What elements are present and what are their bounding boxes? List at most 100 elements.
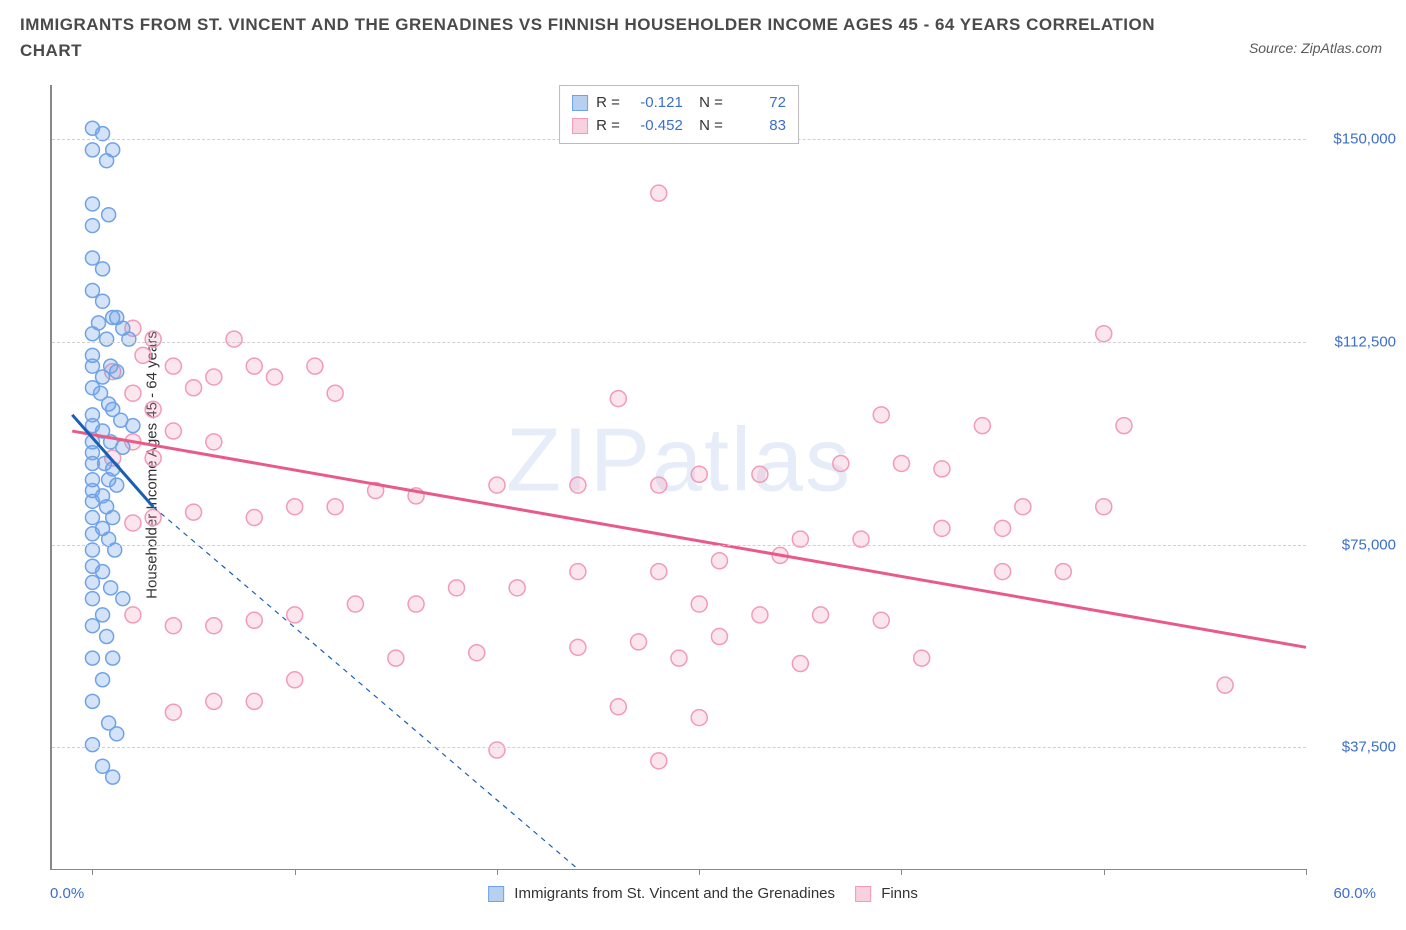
blue-point	[85, 494, 99, 508]
pink-point	[691, 466, 707, 482]
stats-r-blue: -0.121	[628, 92, 683, 115]
pink-point	[226, 331, 242, 347]
blue-point	[102, 208, 116, 222]
x-axis-min-label: 0.0%	[50, 885, 84, 902]
pink-point	[145, 510, 161, 526]
blue-point	[85, 219, 99, 233]
pink-point	[1096, 499, 1112, 515]
blue-point	[85, 511, 99, 525]
blue-point	[104, 581, 118, 595]
pink-point	[165, 358, 181, 374]
blue-point	[96, 608, 110, 622]
blue-point	[85, 575, 99, 589]
pink-point	[610, 391, 626, 407]
pink-point	[145, 331, 161, 347]
blue-point	[106, 511, 120, 525]
pink-point	[873, 407, 889, 423]
pink-point	[1055, 564, 1071, 580]
source-text: Source: ZipAtlas.com	[1249, 40, 1382, 56]
gridline-h	[52, 545, 1306, 546]
pink-point	[995, 520, 1011, 536]
blue-point	[96, 262, 110, 276]
y-tick-label: $150,000	[1333, 131, 1396, 148]
stats-r-label: R =	[596, 115, 620, 138]
pink-point	[1116, 418, 1132, 434]
pink-point	[307, 358, 323, 374]
pink-point	[711, 553, 727, 569]
blue-point	[116, 592, 130, 606]
legend-item-pink: Finns	[855, 885, 918, 902]
pink-point	[246, 612, 262, 628]
pink-point	[570, 477, 586, 493]
pink-point	[893, 455, 909, 471]
x-tick	[92, 869, 93, 875]
blue-point	[85, 327, 99, 341]
gridline-h	[52, 342, 1306, 343]
bottom-legend: Immigrants from St. Vincent and the Gren…	[488, 885, 918, 902]
pink-point	[934, 461, 950, 477]
pink-point	[206, 618, 222, 634]
x-tick	[1306, 869, 1307, 875]
stats-row-pink: R = -0.452 N = 83	[572, 115, 786, 138]
scatter-plot	[52, 85, 1306, 869]
pink-point	[651, 753, 667, 769]
pink-point	[509, 580, 525, 596]
pink-point	[671, 650, 687, 666]
pink-point	[792, 656, 808, 672]
pink-point	[165, 704, 181, 720]
pink-point	[691, 710, 707, 726]
pink-point	[327, 499, 343, 515]
pink-point	[206, 369, 222, 385]
y-tick-label: $75,000	[1342, 536, 1396, 553]
legend-label-pink: Finns	[881, 885, 918, 902]
blue-point	[126, 419, 140, 433]
blue-point	[100, 154, 114, 168]
pink-point	[833, 455, 849, 471]
pink-point	[711, 629, 727, 645]
stats-box: R = -0.121 N = 72 R = -0.452 N = 83	[559, 85, 799, 144]
pink-point	[145, 401, 161, 417]
stats-n-label: N =	[691, 115, 723, 138]
pink-point	[469, 645, 485, 661]
pink-point	[388, 650, 404, 666]
y-tick-label: $112,500	[1335, 333, 1396, 350]
stats-n-pink: 83	[731, 115, 786, 138]
blue-point	[85, 283, 99, 297]
x-tick	[497, 869, 498, 875]
blue-point	[85, 738, 99, 752]
blue-point	[96, 565, 110, 579]
pink-point	[287, 607, 303, 623]
pink-point	[125, 515, 141, 531]
pink-point	[287, 499, 303, 515]
blue-point	[106, 651, 120, 665]
x-tick	[699, 869, 700, 875]
stats-swatch-blue	[572, 95, 588, 111]
legend-swatch-pink	[855, 886, 871, 902]
legend-label-blue: Immigrants from St. Vincent and the Gren…	[514, 885, 835, 902]
chart-title: IMMIGRANTS FROM ST. VINCENT AND THE GREN…	[20, 12, 1206, 63]
legend-swatch-blue	[488, 886, 504, 902]
pink-point	[610, 699, 626, 715]
legend-item-blue: Immigrants from St. Vincent and the Gren…	[488, 885, 835, 902]
blue-point	[122, 332, 136, 346]
pink-point	[206, 434, 222, 450]
blue-point	[106, 770, 120, 784]
regression-line-blue	[72, 415, 153, 507]
pink-point	[570, 564, 586, 580]
chart-area: ZIPatlas R = -0.121 N = 72 R = -0.452 N …	[50, 85, 1306, 870]
y-tick-label: $37,500	[1342, 739, 1396, 756]
pink-point	[246, 358, 262, 374]
pink-point	[206, 693, 222, 709]
pink-point	[651, 185, 667, 201]
pink-point	[246, 510, 262, 526]
pink-point	[873, 612, 889, 628]
blue-point	[96, 759, 110, 773]
pink-point	[691, 596, 707, 612]
x-tick	[295, 869, 296, 875]
pink-point	[651, 564, 667, 580]
pink-point	[813, 607, 829, 623]
blue-point	[96, 370, 110, 384]
blue-point	[100, 332, 114, 346]
pink-point	[570, 639, 586, 655]
pink-point	[145, 450, 161, 466]
